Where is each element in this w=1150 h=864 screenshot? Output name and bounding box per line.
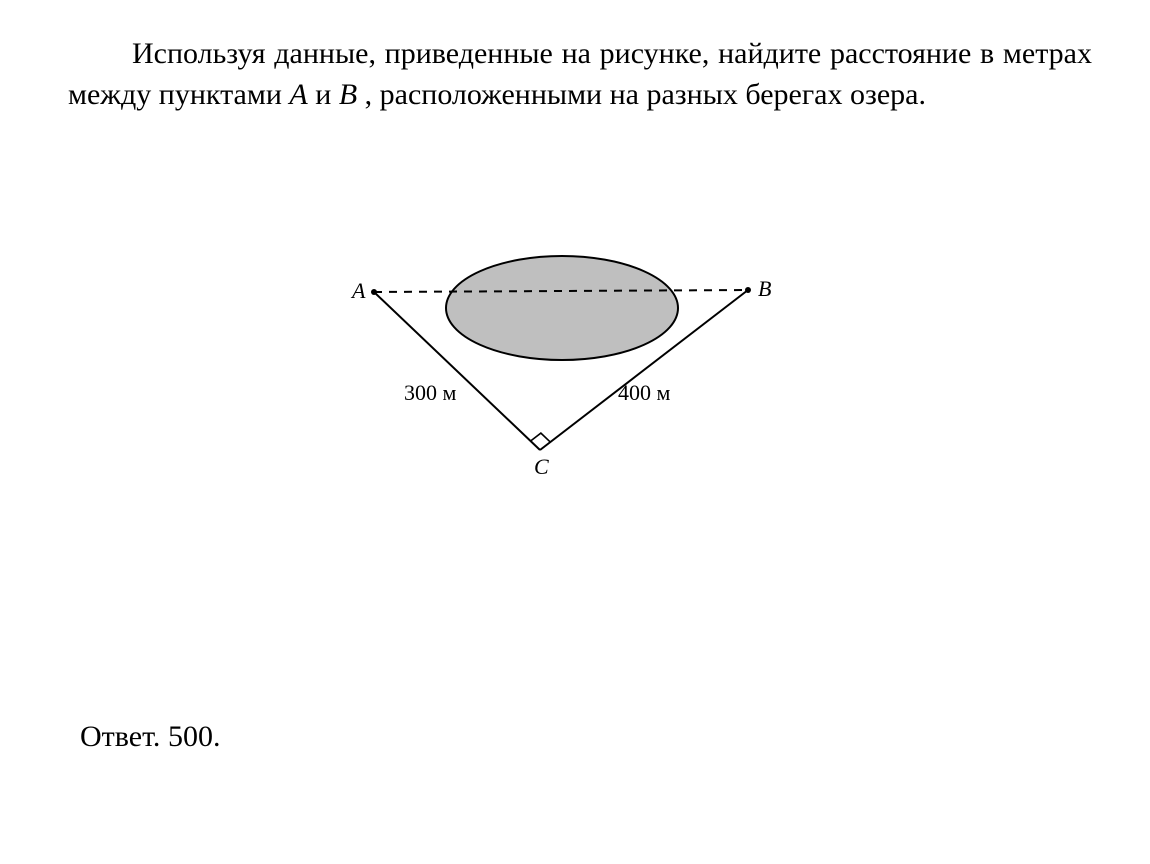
segment-ab-dashed [374, 290, 748, 292]
point-a-dot [371, 289, 377, 295]
page: Используя данные, приведенные на рисунке… [0, 0, 1150, 864]
problem-statement: Используя данные, приведенные на рисунке… [68, 34, 1092, 115]
answer-line: Ответ. 500. [80, 720, 220, 754]
point-c-label: C [534, 454, 549, 479]
lake-ellipse [446, 256, 678, 360]
right-angle-marker [531, 433, 551, 442]
answer-value: 500. [168, 720, 221, 753]
problem-between: и [315, 78, 339, 111]
side-bc-label: 400 м [618, 380, 671, 405]
geometry-figure: A B C 300 м 400 м [316, 252, 776, 482]
figure-svg: A B C 300 м 400 м [316, 252, 776, 482]
point-a-label: A [350, 278, 366, 303]
point-a-label: A [289, 78, 307, 111]
answer-label: Ответ. [80, 720, 160, 753]
point-b-label: B [339, 78, 357, 111]
problem-part2: , расположенными на разных берегах озера… [365, 78, 926, 111]
point-b-label: B [758, 276, 771, 301]
side-ac-label: 300 м [404, 380, 457, 405]
problem-text-line: Используя данные, приведенные на рисунке… [68, 34, 1092, 115]
point-b-dot [745, 287, 751, 293]
